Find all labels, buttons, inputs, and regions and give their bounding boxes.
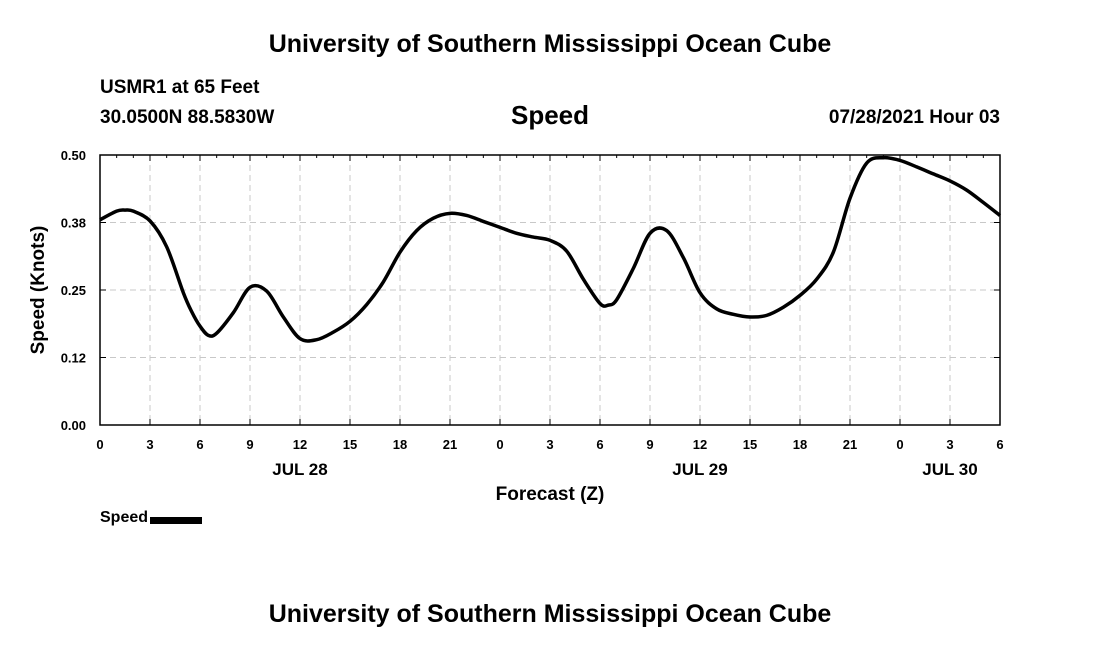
x-tick-label: 15 bbox=[343, 437, 357, 452]
y-tick-label: 0.12 bbox=[61, 351, 86, 366]
y-axis-label: Speed (Knots) bbox=[28, 226, 49, 355]
x-tick-label: 3 bbox=[946, 437, 953, 452]
y-tick-label: 0.25 bbox=[61, 283, 86, 298]
x-tick-label: 6 bbox=[996, 437, 1003, 452]
legend: Speed bbox=[100, 509, 203, 527]
chart-grid bbox=[100, 155, 1000, 425]
x-tick-label: 12 bbox=[693, 437, 707, 452]
x-tick-label: 6 bbox=[196, 437, 203, 452]
x-tick-label: 15 bbox=[743, 437, 757, 452]
forecast-datetime: 07/28/2021 Hour 03 bbox=[828, 107, 1000, 128]
day-label: JUL 30 bbox=[922, 460, 977, 479]
page-title: University of Southern Mississippi Ocean… bbox=[268, 30, 832, 58]
footer-title: University of Southern Mississippi Ocean… bbox=[268, 600, 832, 628]
x-tick-label: 3 bbox=[146, 437, 153, 452]
x-tick-label: 0 bbox=[896, 437, 903, 452]
x-tick-label: 18 bbox=[793, 437, 807, 452]
station-label: USMR1 at 65 Feet bbox=[100, 77, 260, 98]
coordinates-label: 30.0500N 88.5830W bbox=[100, 107, 275, 128]
axis-ticks: 0 3 6 9 12 15 18 21 0 3 6 9 12 15 18 21 0 3 6 0.00 0.12 0.25 0… bbox=[61, 148, 1004, 479]
speed-series-line bbox=[99, 155, 1002, 343]
x-tick-label: 9 bbox=[646, 437, 653, 452]
x-tick-label: 6 bbox=[596, 437, 603, 452]
chart-title: Speed bbox=[510, 100, 590, 130]
legend-swatch bbox=[150, 516, 203, 524]
x-tick-label: 3 bbox=[546, 437, 553, 452]
x-tick-label: 18 bbox=[393, 437, 407, 452]
y-tick-label: 0.38 bbox=[61, 216, 86, 231]
y-tick-label: 0.50 bbox=[61, 148, 86, 163]
x-tick-label: 9 bbox=[246, 437, 253, 452]
day-label: JUL 28 bbox=[272, 460, 327, 479]
x-tick-label: 12 bbox=[293, 437, 307, 452]
day-label: JUL 29 bbox=[672, 460, 727, 479]
x-tick-label: 0 bbox=[96, 437, 103, 452]
x-tick-label: 21 bbox=[843, 437, 857, 452]
y-tick-label: 0.00 bbox=[61, 418, 86, 433]
legend-label: Speed bbox=[100, 509, 149, 526]
x-axis-label: Forecast (Z) bbox=[496, 484, 605, 505]
x-tick-label: 0 bbox=[496, 437, 503, 452]
x-tick-label: 21 bbox=[443, 437, 457, 452]
